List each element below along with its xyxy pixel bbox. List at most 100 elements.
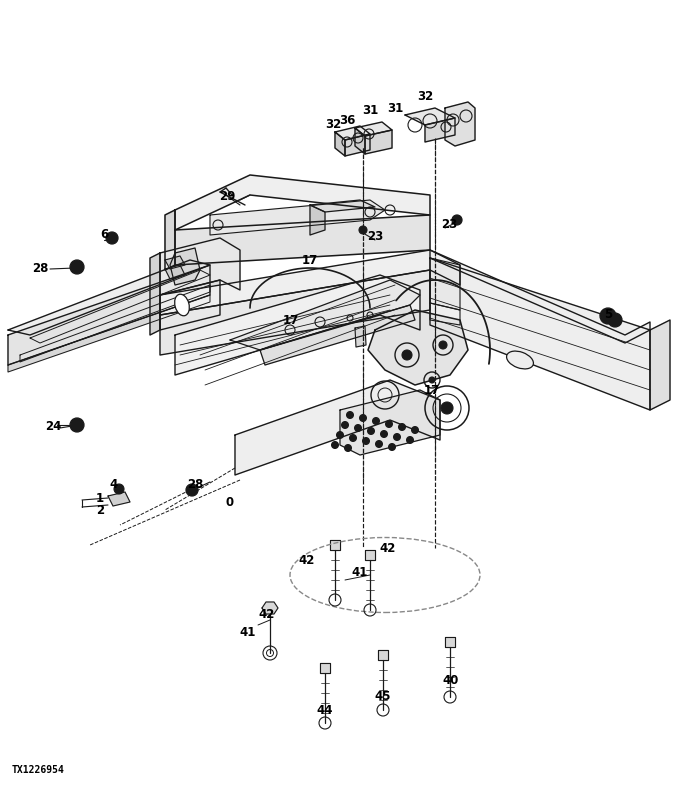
Circle shape: [106, 232, 118, 244]
Polygon shape: [405, 108, 455, 125]
Circle shape: [367, 427, 374, 435]
Text: 32: 32: [325, 118, 341, 131]
Text: 42: 42: [299, 553, 315, 567]
Text: 32: 32: [417, 91, 433, 103]
Polygon shape: [310, 205, 325, 235]
Polygon shape: [430, 258, 650, 410]
Polygon shape: [340, 390, 440, 455]
Polygon shape: [175, 175, 430, 230]
Circle shape: [337, 431, 344, 439]
Circle shape: [393, 434, 400, 440]
Text: 17: 17: [283, 314, 299, 326]
Text: 44: 44: [317, 704, 333, 716]
Text: 5: 5: [604, 309, 612, 322]
Text: 0: 0: [226, 497, 234, 509]
Text: 4: 4: [110, 478, 118, 491]
Text: 29: 29: [219, 189, 235, 202]
Polygon shape: [160, 270, 430, 355]
Polygon shape: [230, 280, 420, 350]
Circle shape: [344, 444, 352, 451]
Circle shape: [605, 313, 611, 319]
Text: 36: 36: [339, 114, 355, 127]
Circle shape: [346, 412, 354, 419]
Text: 23: 23: [367, 231, 383, 244]
Circle shape: [389, 443, 395, 451]
Text: 28: 28: [32, 262, 48, 275]
Circle shape: [74, 422, 80, 428]
Circle shape: [189, 487, 195, 493]
Text: 17: 17: [424, 384, 440, 396]
Polygon shape: [175, 215, 430, 265]
Polygon shape: [150, 253, 160, 335]
Polygon shape: [170, 248, 200, 285]
Polygon shape: [8, 265, 210, 365]
Circle shape: [452, 215, 462, 225]
Polygon shape: [430, 250, 650, 343]
Circle shape: [74, 264, 80, 270]
Polygon shape: [310, 200, 375, 212]
Polygon shape: [445, 102, 475, 146]
Polygon shape: [330, 540, 340, 550]
Polygon shape: [160, 250, 460, 315]
Ellipse shape: [507, 351, 533, 369]
Circle shape: [411, 427, 419, 434]
Text: 42: 42: [380, 541, 396, 555]
Text: 40: 40: [443, 673, 459, 686]
Polygon shape: [365, 550, 375, 560]
Polygon shape: [165, 210, 175, 270]
Circle shape: [402, 350, 412, 360]
Circle shape: [70, 260, 84, 274]
Circle shape: [342, 422, 348, 428]
Polygon shape: [175, 275, 420, 375]
Circle shape: [441, 402, 453, 414]
Text: 45: 45: [375, 689, 391, 703]
Circle shape: [331, 442, 339, 448]
Circle shape: [363, 438, 370, 444]
Polygon shape: [165, 256, 185, 269]
Circle shape: [109, 236, 115, 240]
Circle shape: [372, 417, 380, 424]
Polygon shape: [650, 320, 670, 410]
Polygon shape: [260, 305, 415, 365]
Polygon shape: [355, 122, 392, 136]
Circle shape: [608, 313, 622, 327]
Circle shape: [350, 435, 357, 442]
Polygon shape: [430, 258, 460, 310]
Circle shape: [406, 436, 413, 443]
Text: TX1226954: TX1226954: [12, 765, 65, 775]
Polygon shape: [355, 128, 365, 154]
Circle shape: [114, 484, 124, 494]
Polygon shape: [365, 130, 392, 154]
Text: 31: 31: [362, 103, 378, 116]
Circle shape: [359, 226, 367, 234]
Text: 6: 6: [100, 228, 108, 240]
Polygon shape: [165, 265, 185, 279]
Polygon shape: [378, 650, 388, 660]
Text: 41: 41: [352, 565, 368, 579]
Text: 2: 2: [96, 505, 104, 517]
Polygon shape: [368, 310, 468, 385]
Text: 1: 1: [96, 491, 104, 505]
Circle shape: [359, 415, 367, 422]
Polygon shape: [425, 118, 455, 142]
Polygon shape: [345, 134, 370, 156]
Text: 41: 41: [240, 626, 256, 638]
Text: 23: 23: [441, 217, 457, 231]
Circle shape: [380, 431, 387, 438]
Circle shape: [398, 423, 406, 431]
Circle shape: [455, 218, 459, 222]
Polygon shape: [160, 280, 220, 330]
Circle shape: [429, 377, 435, 383]
Polygon shape: [335, 126, 370, 140]
Ellipse shape: [175, 295, 189, 316]
Polygon shape: [262, 602, 278, 614]
Polygon shape: [235, 380, 440, 475]
Circle shape: [117, 487, 121, 491]
Circle shape: [612, 317, 618, 323]
Polygon shape: [210, 200, 385, 235]
Circle shape: [361, 228, 365, 232]
Circle shape: [600, 308, 616, 324]
Polygon shape: [335, 132, 345, 156]
Text: 28: 28: [187, 478, 203, 491]
Polygon shape: [355, 326, 366, 347]
